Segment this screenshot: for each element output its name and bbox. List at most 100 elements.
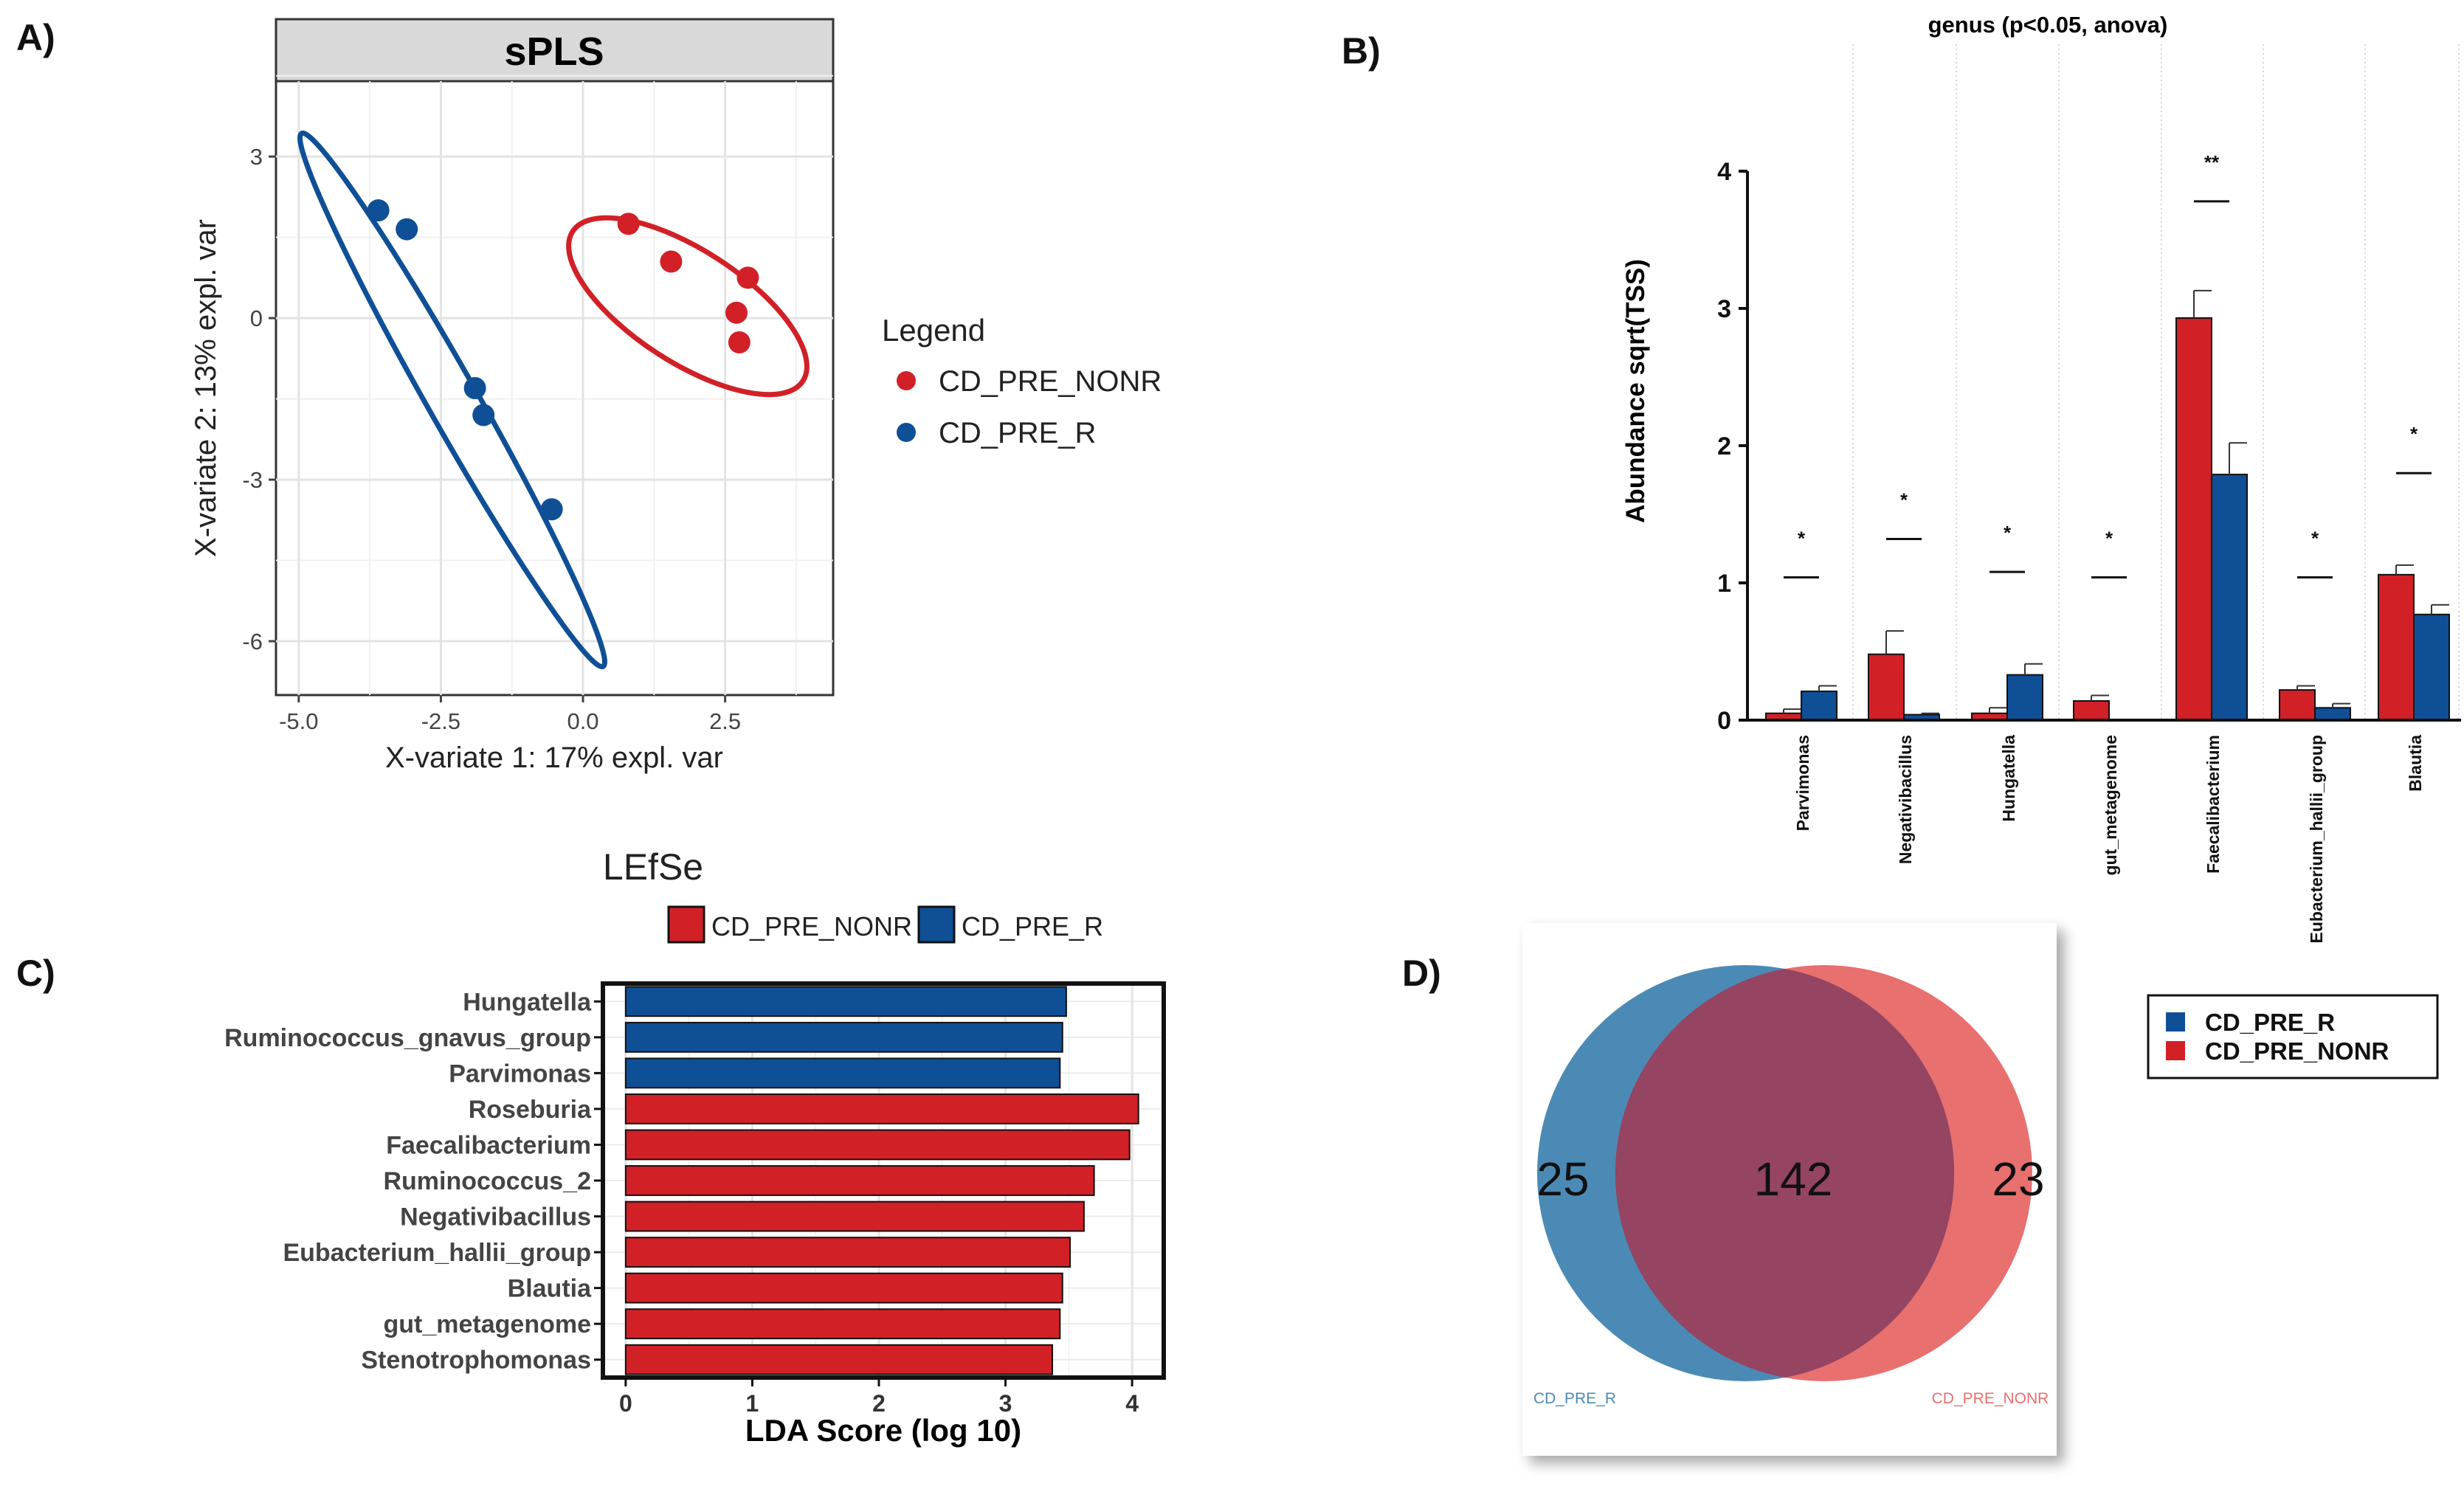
spls-xtick-label: 0.0: [567, 708, 598, 734]
lefse-bar-ruminococcus-2: [624, 1165, 1095, 1196]
lefse-bar-gut-metagenome: [624, 1308, 1061, 1340]
lefse-ytick-label: Eubacterium_hallii_group: [283, 1239, 591, 1267]
spls-legend-marker-nonr: [897, 371, 916, 390]
panel-label-a: A): [16, 17, 55, 58]
lefse-bar-hungatella: [624, 986, 1067, 1017]
spls-point-cd-pre-nonr: [660, 250, 683, 273]
lefse-ytick-label: Blautia: [508, 1275, 592, 1303]
venn-diagram: 25 142 23 CD_PRE_R CD_PRE_NONR CD_PRE_R …: [1522, 923, 2439, 1456]
spls-ylabel: X-variate 2: 13% expl. var: [190, 219, 222, 557]
spls-point-cd-pre-nonr: [725, 301, 748, 324]
anova-significance-marker: *: [1900, 488, 1908, 511]
lefse-xtick-label: 2: [872, 1390, 886, 1417]
anova-significance-marker: *: [2410, 423, 2418, 445]
spls-point-cd-pre-r: [472, 404, 495, 426]
anova-xtick-label: Faecalibacterium: [2204, 735, 2223, 874]
venn-set-label-nonr: CD_PRE_NONR: [1932, 1390, 2049, 1407]
lefse-ytick-label: Stenotrophomonas: [361, 1347, 591, 1375]
lefse-bar-stenotrophomonas: [624, 1344, 1054, 1375]
venn-overlap: [1615, 968, 1955, 1378]
lefse-bar-faecalibacterium: [624, 1129, 1131, 1161]
spls-point-cd-pre-nonr: [617, 213, 640, 235]
lefse-ytick-label: Ruminococcus_2: [383, 1167, 591, 1195]
anova-significance-marker: **: [2204, 151, 2220, 173]
anova-ytick-label: 3: [1717, 295, 1731, 323]
spls-point-cd-pre-r: [540, 498, 563, 521]
anova-ytick-label: 1: [1717, 570, 1731, 598]
lefse-ytick-label: Ruminococcus_gnavus_group: [224, 1024, 591, 1052]
anova-significance-marker: *: [1798, 528, 1806, 550]
anova-bar-cd-pre-r: [2211, 474, 2248, 721]
spls-legend: Legend CD_PRE_NONR CD_PRE_R: [882, 313, 1162, 449]
spls-legend-entry-nonr: CD_PRE_NONR: [939, 365, 1162, 398]
anova-ytick-label: 4: [1717, 158, 1731, 186]
lefse-title: LEfSe: [603, 846, 703, 888]
spls-title-strip: [275, 18, 835, 83]
spls-legend-entry-r: CD_PRE_R: [939, 417, 1096, 449]
anova-bar-cd-pre-r: [2413, 613, 2450, 722]
venn-count-only-r: 25: [1536, 1153, 1589, 1206]
venn-legend: CD_PRE_R CD_PRE_NONR: [2147, 994, 2439, 1079]
lefse-xlabel: LDA Score (log 10): [745, 1413, 1021, 1448]
spls-point-cd-pre-r: [367, 199, 390, 222]
venn-set-label-r: CD_PRE_R: [1533, 1390, 1616, 1407]
lefse-legend-swatch-r: [917, 905, 956, 944]
anova-bar-chart: genus (p<0.05, anova) Abundance sqrt(TSS…: [1621, 12, 2461, 943]
lefse-ytick-label: Roseburia: [469, 1096, 592, 1124]
anova-title: genus (p<0.05, anova): [1928, 12, 2168, 38]
spls-ytick-label: 0: [250, 305, 263, 331]
venn-legend-r: CD_PRE_R: [2205, 1009, 2335, 1036]
lefse-ytick-label: gut_metagenome: [384, 1310, 592, 1338]
lefse-legend-nonr: CD_PRE_NONR: [711, 911, 912, 941]
spls-point-cd-pre-r: [463, 377, 486, 399]
lefse-ytick-label: Faecalibacterium: [386, 1131, 591, 1159]
venn-legend-box: [2147, 994, 2439, 1079]
spls-ytick-label: -3: [242, 467, 263, 493]
spls-point-cd-pre-nonr: [736, 266, 759, 289]
anova-significance-marker: *: [2004, 522, 2012, 544]
anova-significance-marker: *: [2311, 528, 2319, 550]
anova-bar-cd-pre-nonr: [2378, 573, 2415, 722]
anova-bar-cd-pre-nonr: [2279, 689, 2316, 722]
venn-count-only-nonr: 23: [1992, 1153, 2044, 1206]
spls-ytick-label: 3: [250, 144, 263, 170]
anova-bar-cd-pre-nonr: [1868, 653, 1905, 721]
anova-bar-cd-pre-r: [2314, 707, 2351, 722]
spls-point-cd-pre-nonr: [728, 331, 750, 353]
spls-title: sPLS: [504, 30, 604, 74]
lefse-bar-eubacterium-hallii-group: [624, 1237, 1071, 1268]
spls-legend-marker-r: [897, 423, 916, 442]
venn-legend-swatch-r: [2166, 1012, 2185, 1032]
lefse-ytick-label: Parvimonas: [449, 1060, 591, 1088]
anova-bar-cd-pre-nonr: [2175, 317, 2212, 721]
spls-xtick-label: -5.0: [279, 708, 318, 734]
lefse-legend-swatch-nonr: [667, 905, 705, 944]
lefse-xtick-label: 4: [1125, 1390, 1139, 1417]
spls-xtick-label: 2.5: [709, 708, 741, 734]
anova-bar-cd-pre-nonr: [2073, 699, 2110, 722]
lefse-bar-parvimonas: [624, 1057, 1061, 1089]
venn-legend-nonr: CD_PRE_NONR: [2205, 1037, 2389, 1065]
anova-bar-cd-pre-r: [2006, 674, 2043, 721]
anova-ylabel: Abundance sqrt(TSS): [1621, 259, 1650, 523]
spls-xlabel: X-variate 1: 17% expl. var: [385, 742, 723, 774]
venn-legend-swatch-nonr: [2166, 1041, 2185, 1060]
panel-label-d: D): [1402, 953, 1441, 994]
lefse-bar-blautia: [624, 1272, 1063, 1304]
venn-count-shared: 142: [1754, 1153, 1833, 1206]
spls-legend-title: Legend: [882, 313, 985, 348]
spls-ellipse-nonr: [566, 215, 810, 398]
anova-ytick-label: 0: [1717, 707, 1731, 735]
lefse-bar-ruminococcus-gnavus-group: [624, 1021, 1063, 1053]
anova-xtick-label: gut_metagenome: [2101, 735, 2120, 875]
anova-xtick-label: Parvimonas: [1793, 735, 1812, 831]
anova-xtick-label: Negativibacillus: [1896, 735, 1915, 864]
lefse-xtick-label: 3: [999, 1390, 1012, 1417]
anova-ytick-label: 2: [1717, 432, 1731, 460]
lefse-bar-negativibacillus: [624, 1200, 1085, 1232]
spls-ytick-label: -6: [242, 629, 263, 654]
lefse-legend-r: CD_PRE_R: [962, 911, 1103, 941]
lefse-ytick-label: Hungatella: [463, 988, 592, 1016]
panel-label-c: C): [16, 953, 55, 994]
